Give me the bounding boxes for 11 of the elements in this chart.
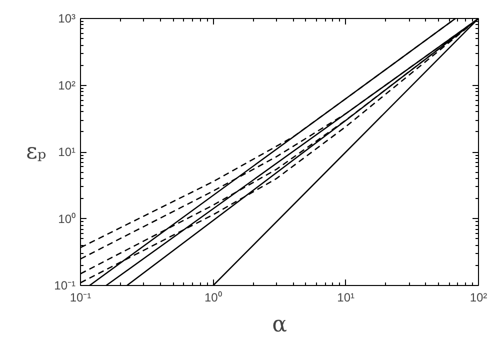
y-tick-label: 10² (58, 78, 76, 92)
y-axis-title: εₚ (26, 140, 46, 164)
y-tick-label: 10⁰ (58, 212, 76, 226)
x-tick-label: 10⁰ (204, 290, 222, 304)
x-axis-title: α (272, 312, 288, 338)
y-tick-label: 10⁻¹ (54, 278, 76, 292)
x-tick-label: 10⁻¹ (70, 290, 92, 304)
y-tick-label: 10¹ (58, 145, 76, 159)
x-tick-label: 10² (470, 290, 488, 304)
y-tick-label: 10³ (58, 12, 76, 26)
x-tick-label: 10¹ (337, 290, 355, 304)
